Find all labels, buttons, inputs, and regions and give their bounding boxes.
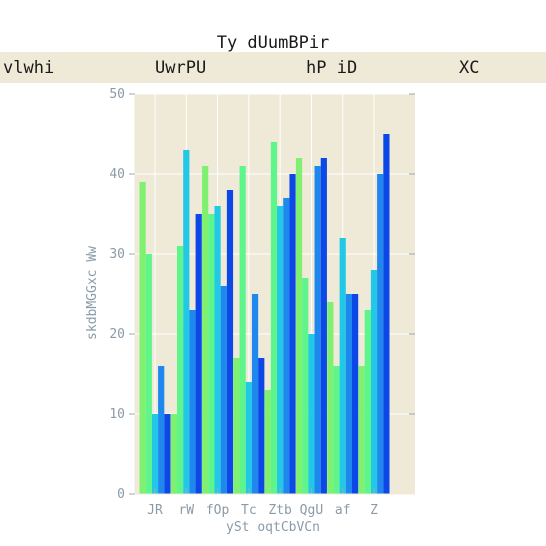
bar-rw-s0 (170, 414, 177, 494)
x-tick-label: fOp (206, 503, 230, 518)
bar-qgu-s1 (302, 278, 309, 494)
bar-fop-s1 (208, 214, 215, 494)
legend-entry-hp-id: hP iD (306, 58, 357, 78)
y-tick-label: 0 (117, 487, 125, 502)
bar-fop-s2 (214, 206, 221, 494)
x-tick-label: QgU (300, 503, 323, 518)
bar-tc-s1 (239, 166, 246, 494)
y-tick-label: 10 (109, 407, 125, 422)
bar-rw-s3 (189, 310, 196, 494)
bar-jr-s4 (164, 414, 171, 494)
bar-jr-s0 (139, 182, 146, 494)
y-tick-label: 50 (109, 87, 125, 102)
bar-tc-s0 (233, 358, 240, 494)
chart-title: Ty dUumBPir (217, 33, 330, 53)
bar-ztb-s0 (264, 390, 271, 494)
x-tick-label: Ztb (268, 503, 292, 518)
x-tick-label: af (335, 503, 351, 518)
legend: vlwhi UwrPU hP iD XC (0, 52, 546, 83)
bar-z-s4 (383, 134, 390, 494)
x-axis: JR rW fOp Tc Ztb QgU af Z (135, 488, 415, 518)
bar-z-s1 (364, 310, 371, 494)
bar-af-s0 (327, 302, 334, 494)
bar-z-s3 (377, 174, 384, 494)
bar-jr-s2 (151, 414, 159, 494)
bar-fop-s4 (226, 190, 234, 494)
bar-tc-s4 (258, 358, 265, 494)
legend-entry-xc: XC (459, 58, 479, 78)
x-axis-label: ySt oqtCbVCn (226, 520, 320, 535)
y-tick-label: 20 (109, 327, 125, 342)
bar-qgu-s0 (295, 158, 303, 494)
bar-jr-s1 (145, 254, 152, 494)
y-tick-label: 40 (109, 167, 125, 182)
y-axis-label: skdbMGGxc Ww (85, 246, 100, 340)
bar-af-s3 (345, 294, 353, 494)
legend-entry-uwrpu: UwrPU (155, 58, 206, 78)
bar-rw-s2 (183, 150, 190, 494)
bar-af-s2 (339, 238, 346, 494)
x-tick-label: Tc (241, 503, 257, 518)
bar-ztb-s2 (277, 206, 284, 494)
bar-jr-s3 (158, 366, 165, 494)
bars (139, 134, 390, 494)
bar-z-s2 (370, 270, 378, 494)
bar-tc-s2 (245, 382, 252, 494)
bar-rw-s1 (176, 246, 184, 494)
legend-entry-vlwhi: vlwhi (3, 58, 54, 78)
bar-fop-s0 (202, 166, 209, 494)
x-tick-label: Z (370, 503, 378, 518)
bar-tc-s3 (251, 294, 259, 494)
bar-ztb-s1 (270, 142, 278, 494)
y-axis: 0 10 20 30 40 50 (109, 87, 415, 502)
bar-af-s1 (333, 366, 340, 494)
bar-fop-s3 (220, 286, 227, 494)
bar-rw-s4 (195, 214, 202, 494)
x-tick-label: JR (147, 503, 163, 518)
bar-af-s4 (352, 294, 359, 494)
legend-band (0, 52, 546, 83)
y-tick-label: 30 (109, 247, 125, 262)
bar-qgu-s3 (314, 166, 321, 494)
x-tick-label: rW (178, 503, 194, 518)
bar-z-s0 (358, 366, 365, 494)
bar-ztb-s4 (289, 174, 296, 494)
bar-qgu-s2 (308, 334, 315, 494)
bar-qgu-s4 (320, 158, 327, 494)
bar-ztb-s3 (283, 198, 290, 494)
